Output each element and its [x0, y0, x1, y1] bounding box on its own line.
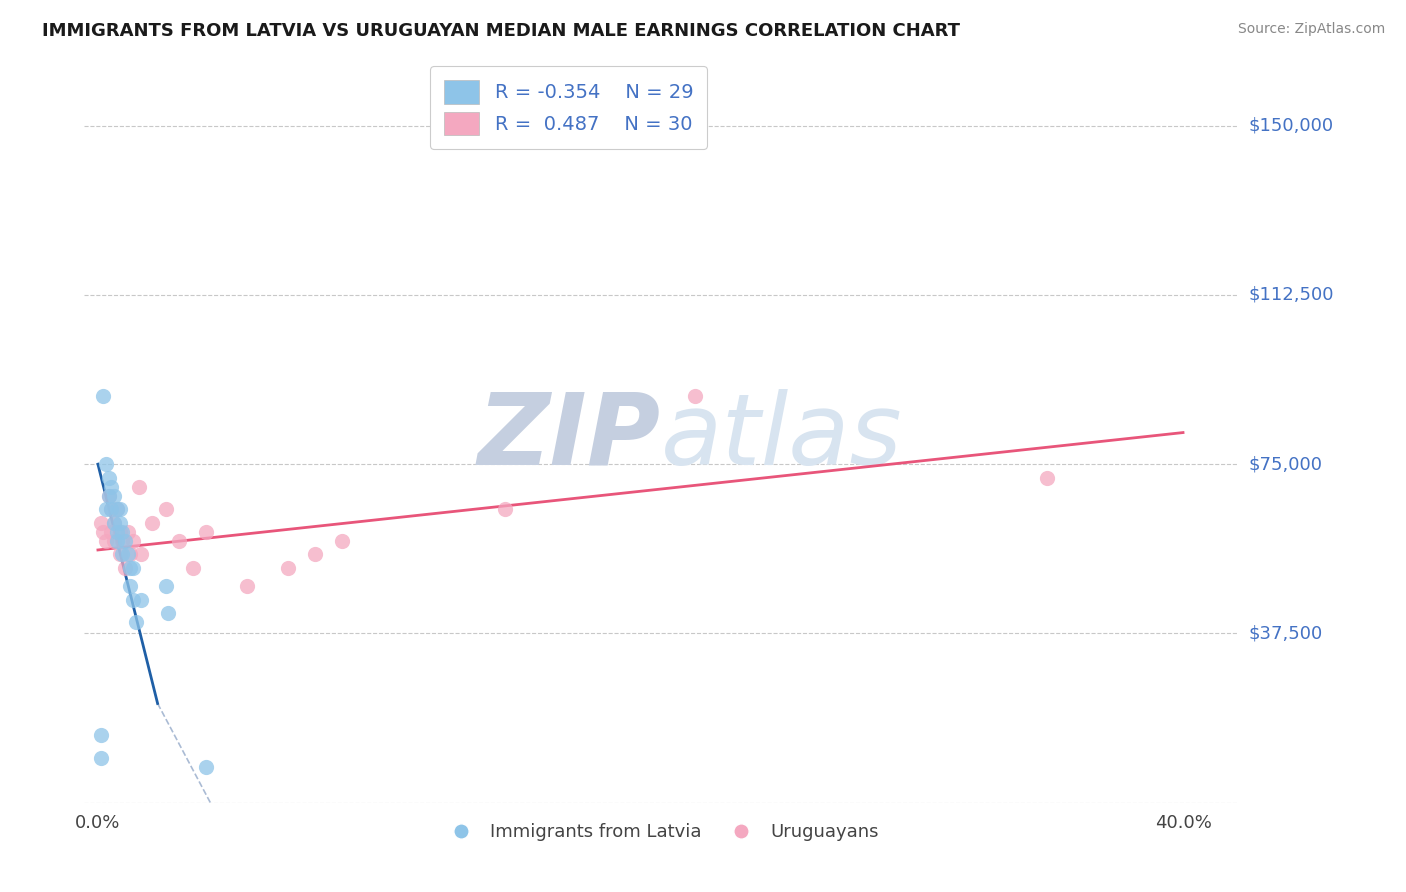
Point — [120, 548, 142, 562]
Point — [304, 548, 326, 562]
Point — [105, 502, 128, 516]
Text: $150,000: $150,000 — [1249, 117, 1333, 135]
Point — [90, 750, 112, 764]
Point — [90, 516, 112, 530]
Point — [108, 524, 131, 539]
Point — [103, 489, 125, 503]
Point — [122, 592, 145, 607]
Point — [97, 489, 120, 503]
Point — [169, 533, 191, 548]
Point — [100, 502, 122, 516]
Point — [141, 516, 163, 530]
Point — [330, 533, 353, 548]
Point — [111, 533, 134, 548]
Point — [122, 561, 145, 575]
Point — [105, 533, 128, 548]
Point — [117, 548, 139, 562]
Point — [125, 615, 148, 630]
Point — [117, 524, 139, 539]
Point — [114, 561, 136, 575]
Text: atlas: atlas — [661, 389, 903, 485]
Point — [97, 471, 120, 485]
Point — [103, 516, 125, 530]
Text: Source: ZipAtlas.com: Source: ZipAtlas.com — [1237, 22, 1385, 37]
Point — [131, 548, 153, 562]
Point — [94, 533, 117, 548]
Point — [1036, 471, 1059, 485]
Point — [120, 561, 142, 575]
Point — [94, 502, 117, 516]
Y-axis label: Median Male Earnings: Median Male Earnings — [0, 353, 7, 521]
Point — [90, 728, 112, 742]
Point — [236, 579, 259, 593]
Point — [131, 592, 153, 607]
Point — [494, 502, 516, 516]
Point — [105, 502, 128, 516]
Point — [120, 579, 142, 593]
Point — [277, 561, 299, 575]
Point — [100, 480, 122, 494]
Text: $37,500: $37,500 — [1249, 624, 1323, 642]
Point — [114, 533, 136, 548]
Point — [93, 389, 115, 403]
Text: $112,500: $112,500 — [1249, 285, 1334, 304]
Point — [155, 502, 177, 516]
Point — [108, 502, 131, 516]
Point — [122, 533, 145, 548]
Point — [108, 548, 131, 562]
Point — [157, 606, 180, 620]
Point — [103, 516, 125, 530]
Point — [181, 561, 204, 575]
Text: $75,000: $75,000 — [1249, 455, 1323, 473]
Point — [108, 516, 131, 530]
Point — [105, 524, 128, 539]
Point — [100, 502, 122, 516]
Point — [94, 457, 117, 471]
Legend: Immigrants from Latvia, Uruguayans: Immigrants from Latvia, Uruguayans — [436, 816, 886, 848]
Point — [195, 524, 218, 539]
Point — [103, 533, 125, 548]
Point — [155, 579, 177, 593]
Point — [97, 489, 120, 503]
Point — [100, 524, 122, 539]
Point — [195, 760, 218, 774]
Text: IMMIGRANTS FROM LATVIA VS URUGUAYAN MEDIAN MALE EARNINGS CORRELATION CHART: IMMIGRANTS FROM LATVIA VS URUGUAYAN MEDI… — [42, 22, 960, 40]
Point — [111, 524, 134, 539]
Point — [93, 524, 115, 539]
Point — [128, 480, 150, 494]
Text: ZIP: ZIP — [478, 389, 661, 485]
Point — [111, 548, 134, 562]
Point — [683, 389, 706, 403]
